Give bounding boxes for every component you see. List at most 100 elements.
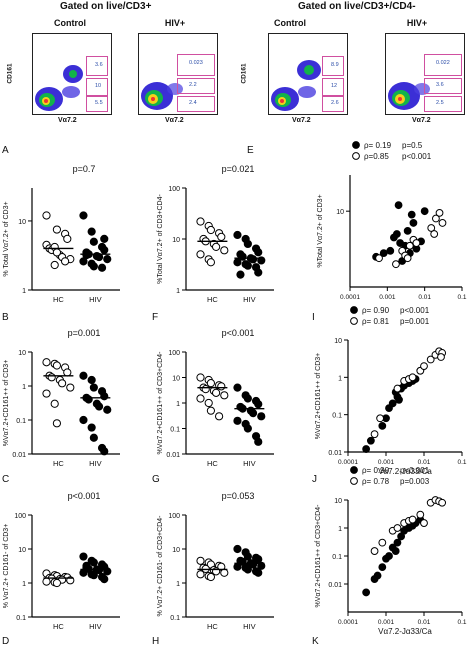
data-point: [220, 391, 229, 400]
legend-p: p<0.001: [400, 306, 430, 315]
data-point: [378, 422, 387, 430]
gate-value: 5.5: [95, 100, 103, 106]
y-tick-label: 1: [338, 375, 342, 382]
data-point: [395, 395, 403, 404]
density-dots: [271, 60, 321, 111]
data-point: [206, 379, 215, 388]
x-tick-label: 0.0001: [338, 459, 358, 466]
data-point: [89, 433, 98, 442]
y-tick-label: 10: [336, 209, 344, 216]
data-point: [388, 399, 397, 408]
data-point: [196, 217, 205, 226]
data-point: [375, 254, 383, 263]
data-point: [97, 263, 107, 272]
data-point: [196, 556, 205, 565]
data-point: [206, 258, 215, 267]
x-axis-label: Vα7.2-Jα33/Ca: [378, 467, 432, 476]
x-tick-label: 0.1: [457, 459, 466, 466]
data-point: [58, 379, 67, 388]
y-tick-label: 10: [172, 237, 180, 244]
data-point: [378, 563, 387, 572]
flow-title: HIV+: [406, 18, 428, 28]
panel-letter-i: I: [312, 312, 315, 323]
x-tick-label: 0.001: [379, 294, 396, 301]
data-point: [103, 405, 112, 414]
legend-rho: ρ= 0.90: [362, 306, 390, 315]
data-point: [257, 412, 266, 421]
x-tick-label: HIV: [243, 459, 256, 468]
x-tick-label: HIV: [243, 622, 256, 631]
x-tick-label: HIV: [89, 622, 102, 631]
data-point: [420, 207, 429, 216]
x-tick-label: 0.1: [457, 619, 466, 626]
data-point: [416, 510, 425, 519]
data-point: [89, 237, 98, 246]
panel-letter-b: B: [2, 312, 9, 323]
flow-plot: 3.6 10 5.5: [32, 33, 112, 115]
data-point: [243, 552, 252, 561]
data-point: [412, 239, 421, 247]
legend-rho: ρ= 0.90: [362, 466, 390, 475]
y-tick-label: 100: [168, 350, 180, 357]
data-point: [243, 565, 252, 574]
data-point: [236, 270, 245, 279]
x-tick-label: HIV: [89, 295, 102, 304]
header-left: Gated on live/CD3+: [60, 1, 152, 12]
flow-title: Control: [54, 18, 86, 28]
gate-value: 12: [331, 83, 338, 89]
data-point: [254, 400, 263, 409]
data-point: [403, 226, 412, 235]
data-point: [79, 371, 88, 380]
legend-marker: [350, 466, 358, 474]
data-point: [254, 268, 263, 277]
data-point: [403, 254, 412, 263]
flow-xlabel: Vα7.2: [292, 117, 311, 124]
data-point: [376, 414, 385, 423]
data-point: [63, 234, 72, 243]
y-axis-label: %Vα7.2+CD161++ of CD3+CD4-: [315, 504, 322, 608]
y-axis-label: % Vα7.2+ CD161- of CD3+: [3, 524, 10, 609]
y-tick-label: 1: [22, 581, 26, 588]
y-tick-label: 0.1: [332, 413, 342, 420]
y-axis-label: % Vα7.2+ CD161- of CD3+CD4-: [157, 515, 164, 617]
y-axis-label: %Total Vα7.2+ of CD3+CD4-: [157, 194, 164, 284]
y-axis-label: %Vα7.2+CD161++ of CD3+: [3, 360, 10, 447]
legend-p: p<0.001: [402, 152, 432, 161]
data-point: [100, 392, 109, 401]
p-value: p=0.7: [73, 164, 96, 174]
x-tick-label: 0.0001: [340, 294, 360, 301]
data-point: [212, 242, 221, 251]
flow-plot: 8.9 12 2.6: [268, 33, 348, 115]
data-point: [50, 260, 59, 270]
x-tick-label: 0.001: [378, 619, 395, 626]
data-point: [362, 445, 371, 453]
flow-xlabel: Vα7.2: [58, 117, 77, 124]
legend-marker: [352, 152, 360, 160]
data-point: [50, 399, 59, 408]
x-tick-label: HC: [207, 622, 218, 631]
gate-value: 2.5: [436, 100, 444, 106]
data-point: [100, 234, 109, 243]
panel-letter-g: G: [152, 474, 160, 485]
gate-value: 10: [95, 83, 102, 89]
data-point: [220, 568, 229, 577]
y-tick-label: 1: [176, 288, 180, 295]
p-value: p<0.001: [68, 491, 101, 501]
y-axis-label: %Vα7.2+CD161++ of CD3+: [315, 353, 322, 440]
data-point: [408, 515, 417, 524]
data-point: [435, 208, 444, 217]
data-point: [257, 561, 266, 570]
legend-rho: ρ=0.85: [364, 152, 389, 161]
x-axis-label: Vα7.2-Jα33/Ca: [378, 627, 432, 636]
data-point: [206, 572, 215, 582]
data-point: [220, 246, 229, 255]
y-tick-label: 0.1: [16, 418, 26, 425]
legend-p: p=0.001: [400, 317, 430, 326]
data-point: [396, 239, 405, 247]
data-point: [393, 524, 402, 532]
p-value: p<0.001: [222, 328, 255, 338]
gate-value: 2.4: [189, 100, 197, 106]
data-point: [196, 570, 205, 579]
